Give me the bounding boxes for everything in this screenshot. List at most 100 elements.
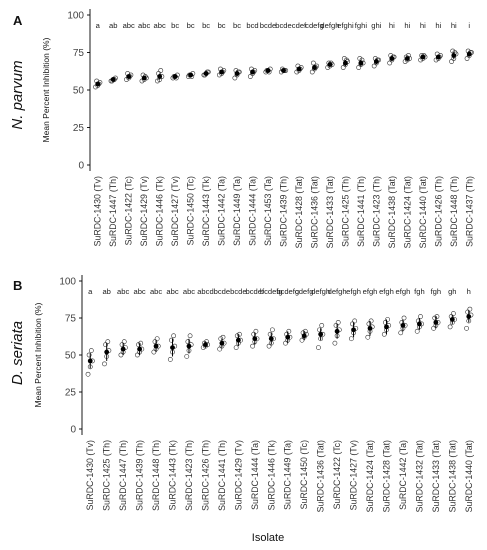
category-label: SuRDC-1440 (Tat) xyxy=(418,176,428,248)
significance-letter: bcd xyxy=(246,21,258,30)
category-label: SuRDC-1433 (Tat) xyxy=(325,176,335,248)
significance-letter: bc xyxy=(233,21,241,30)
isolate-group: hi SuRDC-1448 (Th) xyxy=(449,21,459,247)
mean-point xyxy=(172,74,178,79)
significance-letter: bcdef xyxy=(246,287,265,296)
significance-letter: gh xyxy=(448,287,456,296)
category-label: SuRDC-1439 (Th) xyxy=(279,176,289,247)
mean-point xyxy=(188,72,194,78)
isolate-group: efghi SuRDC-1425 (Th) xyxy=(337,21,354,247)
replicate-point xyxy=(467,306,473,312)
replicate-point xyxy=(86,352,92,358)
panel-letter: A xyxy=(13,13,23,28)
significance-letter: ab xyxy=(102,287,110,296)
category-label: SuRDC-1448 (Th) xyxy=(449,176,459,247)
category-label: SuRDC-1425 (Th) xyxy=(340,176,350,247)
category-label: SuRDC-1450 (Tc) xyxy=(186,176,196,245)
replicate-point xyxy=(232,75,238,81)
replicate-point xyxy=(464,325,469,331)
panel-b: B D. seriata Mean Percent Inhibition (%) 0 2… xyxy=(9,275,474,512)
mean-point xyxy=(252,336,258,342)
replicate-point xyxy=(118,352,124,358)
mean-point xyxy=(351,327,356,333)
significance-letter: abc xyxy=(154,21,166,30)
mean-point xyxy=(141,75,147,81)
replicate-point xyxy=(332,340,338,346)
significance-letter: bc xyxy=(202,21,210,30)
y-tick-label: 50 xyxy=(73,86,85,97)
category-label: SuRDC-1422 (Tc) xyxy=(124,176,134,245)
significance-letter: bcde xyxy=(214,287,230,296)
significance-letter: bcde xyxy=(275,21,291,30)
isolate-group: bc SuRDC-1443 (Tk) xyxy=(201,21,211,246)
isolate-group: hi SuRDC-1440 (Tat) xyxy=(418,21,428,248)
mean-point xyxy=(137,346,143,352)
mean-point xyxy=(451,53,457,58)
mean-point xyxy=(384,324,389,330)
significance-letter: abc xyxy=(183,287,195,296)
category-label: SuRDC-1439 (Th) xyxy=(135,440,145,511)
replicate-point xyxy=(398,330,404,336)
category-label: SuRDC-1429 (Tv) xyxy=(233,440,243,510)
isolate-group: abc SuRDC-1423 (Th) xyxy=(183,287,195,511)
significance-letter: hi xyxy=(404,21,410,30)
replicate-point xyxy=(283,340,288,346)
y-tick-label: 50 xyxy=(65,351,77,362)
replicate-point xyxy=(184,354,190,359)
mean-point xyxy=(435,54,441,60)
replicate-point xyxy=(185,339,191,345)
significance-letter: ghi xyxy=(371,21,381,30)
category-label: SuRDC-1440 (Tat) xyxy=(464,440,474,512)
category-label: SuRDC-1436 (Tat) xyxy=(309,176,319,248)
mean-point xyxy=(343,60,348,66)
replicate-point xyxy=(317,327,322,333)
y-axis-label: Mean Percent Inhibition (%) xyxy=(33,302,43,407)
y-tick-label: 100 xyxy=(67,11,84,22)
mean-point xyxy=(404,56,410,61)
category-label: SuRDC-1423 (Th) xyxy=(371,176,381,247)
isolate-group: bcd SuRDC-1444 (Ta) xyxy=(246,21,258,246)
mean-point xyxy=(126,74,132,79)
significance-letter: fgh xyxy=(414,287,425,296)
category-label: SuRDC-1424 (Tat) xyxy=(402,176,412,248)
category-label: SuRDC-1446 (Tk) xyxy=(155,176,165,246)
significance-letter: defgh xyxy=(320,21,339,30)
category-label: SuRDC-1426 (Th) xyxy=(200,440,210,511)
replicate-point xyxy=(121,339,127,345)
category-label: SuRDC-1424 (Tat) xyxy=(365,440,375,512)
isolate-group: defgh SuRDC-1433 (Tat) xyxy=(320,21,339,248)
significance-letter: cdefg xyxy=(305,21,324,30)
replicate-point xyxy=(387,60,393,66)
isolate-group: bcdefg SuRDC-1446 (Tk) xyxy=(260,287,283,510)
significance-letter: hi xyxy=(420,21,426,30)
replicate-point xyxy=(169,337,174,343)
replicate-point xyxy=(253,328,259,334)
isolate-group: ab SuRDC-1425 (Th) xyxy=(102,287,112,511)
y-tick-label: 25 xyxy=(65,388,77,399)
isolate-group: bcdefg SuRDC-1449 (Ta) xyxy=(276,287,299,510)
replicate-point xyxy=(431,325,437,331)
mean-point xyxy=(219,69,224,75)
category-label: SuRDC-1438 (Tat) xyxy=(447,440,457,512)
y-tick-label: 75 xyxy=(65,314,77,325)
significance-letter: hi xyxy=(435,21,441,30)
mean-point xyxy=(104,349,110,355)
replicate-point xyxy=(340,65,346,70)
significance-letter: bc xyxy=(171,21,179,30)
y-tick-label: 0 xyxy=(70,425,76,436)
significance-letter: cdef xyxy=(292,21,307,30)
mean-point xyxy=(466,314,472,319)
significance-letter: bcde xyxy=(230,287,246,296)
mean-point xyxy=(110,77,116,82)
replicate-point xyxy=(158,68,164,73)
replicate-point xyxy=(151,349,157,355)
category-label: SuRDC-1441 (Th) xyxy=(356,176,366,247)
significance-letter: bc xyxy=(187,21,195,30)
significance-letter: h xyxy=(467,287,471,296)
isolate-group: abc SuRDC-1422 (Tc) xyxy=(123,21,135,245)
isolate-group: bcde SuRDC-1441 (Th) xyxy=(214,287,230,511)
isolate-group: hi SuRDC-1438 (Tat) xyxy=(387,21,397,248)
category-label: SuRDC-1450 (Tc) xyxy=(299,440,309,509)
replicate-point xyxy=(371,63,377,69)
